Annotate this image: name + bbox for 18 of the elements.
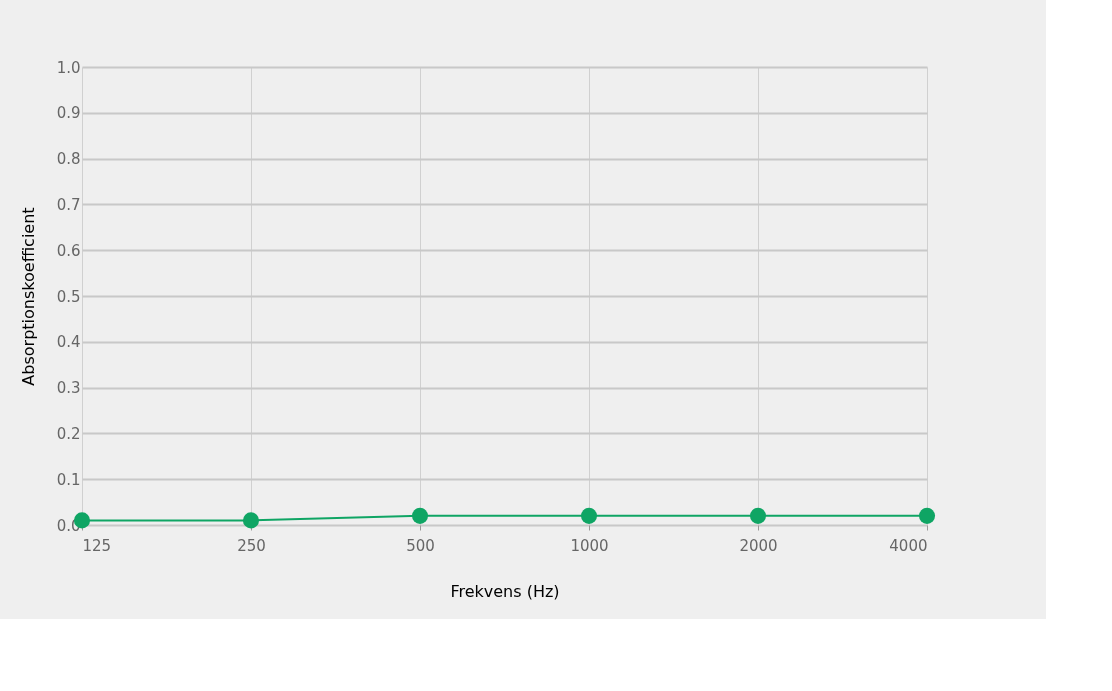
y-axis-title: Absorptionskoefficient <box>18 207 38 386</box>
y-tick-label: 0.5 <box>56 287 81 306</box>
y-tick-label: 0.3 <box>56 379 81 398</box>
y-tick-label: 0.2 <box>56 424 81 443</box>
y-tick-label: 0.1 <box>56 470 81 489</box>
y-tick-label: 1.0 <box>56 58 81 77</box>
y-tick-label: 0.7 <box>56 195 81 214</box>
x-tick-label: 1000 <box>570 536 609 555</box>
x-tick-label: 500 <box>406 536 435 555</box>
x-tick-label: 2000 <box>739 536 778 555</box>
y-tick-label: 0.9 <box>56 104 81 123</box>
x-tick-label: 125 <box>82 536 112 555</box>
x-tick-label: 250 <box>237 536 266 555</box>
y-tick-label: 0.6 <box>56 241 81 260</box>
y-tick-label: 0.8 <box>56 150 81 169</box>
x-axis-title: Frekvens (Hz) <box>450 581 560 601</box>
y-tick-label: 0.4 <box>56 333 81 352</box>
x-tick-label: 4000 <box>889 536 928 555</box>
